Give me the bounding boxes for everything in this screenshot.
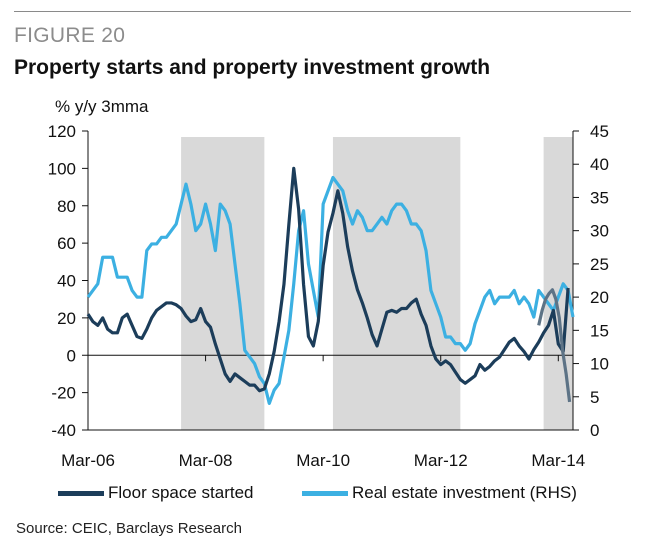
top-rule <box>14 11 631 12</box>
x-tick-label: Mar-06 <box>61 451 115 470</box>
y-tick-label-right: 15 <box>590 321 609 340</box>
x-tick-label: Mar-14 <box>531 451 585 470</box>
x-tick-label: Mar-08 <box>179 451 233 470</box>
y-tick-label-left: -20 <box>51 384 76 403</box>
x-tick-label: Mar-12 <box>414 451 468 470</box>
chart-title: Property starts and property investment … <box>14 56 491 79</box>
y-tick-label-right: 25 <box>590 255 609 274</box>
shaded-period-1 <box>332 137 461 430</box>
y-tick-label-right: 45 <box>590 122 609 141</box>
y-tick-label-left: 40 <box>57 272 76 291</box>
legend-item-floor-space: Floor space started <box>58 483 254 503</box>
series-line-floor-space-tail <box>537 288 572 403</box>
series-line-real-estate-investment <box>86 175 575 406</box>
y-tick-label-right: 40 <box>590 155 609 174</box>
y-tick-label-right: 35 <box>590 188 609 207</box>
y-axis-label: % y/y 3mma <box>55 97 149 116</box>
y-tick-label-right: 30 <box>590 222 609 241</box>
y-tick-label-right: 10 <box>590 355 609 374</box>
y-tick-label-left: 100 <box>48 159 76 178</box>
x-tick-label: Mar-10 <box>296 451 350 470</box>
y-tick-label-left: -40 <box>51 421 76 440</box>
y-tick-label-right: 0 <box>590 421 599 440</box>
y-tick-label-left: 80 <box>57 197 76 216</box>
y-tick-label-left: 120 <box>48 122 76 141</box>
y-tick-label-left: 60 <box>57 234 76 253</box>
legend-label-floor-space: Floor space started <box>108 483 254 502</box>
y-tick-label-left: 0 <box>67 346 76 365</box>
y-tick-label-left: 20 <box>57 309 76 328</box>
y-tick-label-right: 5 <box>590 388 599 407</box>
legend-label-real-estate: Real estate investment (RHS) <box>352 483 577 502</box>
source-note: Source: CEIC, Barclays Research <box>16 520 242 537</box>
legend-swatch-real-estate <box>302 490 348 496</box>
figure-label: FIGURE 20 <box>14 24 126 47</box>
series-line-floor-space-started <box>86 166 570 393</box>
y-tick-label-right: 20 <box>590 288 609 307</box>
legend-swatch-floor-space <box>58 490 104 496</box>
legend-item-real-estate: Real estate investment (RHS) <box>302 483 577 503</box>
shaded-period-0 <box>181 137 265 430</box>
